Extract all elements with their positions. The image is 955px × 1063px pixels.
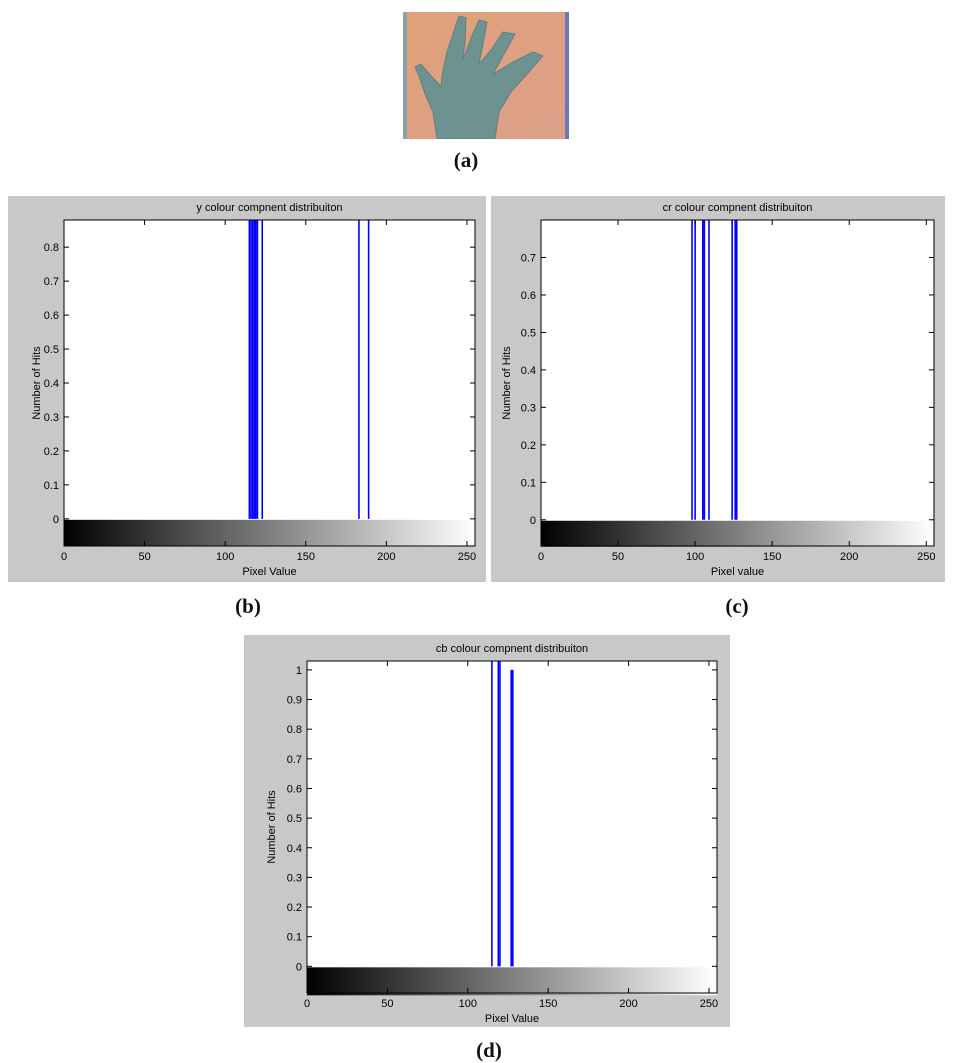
bars-group: [248, 220, 370, 519]
chart-title: cb colour compnent distribuiton: [436, 643, 588, 655]
grayscale-colorbar: [64, 519, 475, 546]
y-tick-label: 0: [53, 514, 59, 526]
x-axis-label: Pixel Value: [485, 1013, 539, 1025]
x-tick-label: 0: [304, 998, 310, 1010]
y-tick-label: 0.3: [521, 402, 536, 414]
x-tick-label: 250: [917, 551, 935, 563]
x-tick-label: 250: [700, 998, 718, 1010]
caption-d: (d): [476, 1038, 502, 1062]
y-axis-label: Number of Hits: [266, 790, 278, 864]
x-tick-label: 200: [377, 551, 395, 563]
y-tick-label: 0.1: [287, 932, 302, 944]
cr-distribution-chart: 0 50 100 150 200 250 0 0.1 0.2 0.3 0.4 0.5 0.6 0.7 cr …: [501, 202, 935, 578]
y-tick-label: 0.6: [521, 290, 536, 302]
photo-right-edge: [565, 12, 569, 139]
hand-photo-image: [403, 12, 569, 140]
y-tick-label: 0.2: [44, 446, 59, 458]
grayscale-colorbar: [541, 520, 934, 547]
grayscale-colorbar: [307, 967, 717, 996]
ticks-group: 0 50 100 150 200 250 0 0.1 0.2 0.3 0.4 0.5 0.6 0.7 0.8: [44, 220, 476, 563]
y-tick-label: 0.5: [44, 344, 59, 356]
x-tick-label: 150: [297, 551, 315, 563]
x-tick-label: 150: [539, 998, 557, 1010]
caption-b: (b): [235, 594, 261, 618]
chart-title: y colour compnent distribuiton: [196, 202, 342, 214]
y-tick-label: 0: [296, 961, 302, 973]
y-tick-label: 0.7: [521, 252, 536, 264]
chart-title: cr colour compnent distribuiton: [663, 202, 813, 214]
plot-area: [64, 220, 475, 546]
x-tick-label: 200: [840, 551, 858, 563]
y-tick-label: 0.7: [44, 276, 59, 288]
x-tick-label: 0: [538, 551, 544, 563]
plot-area: [307, 661, 717, 993]
y-tick-label: 0.3: [287, 872, 302, 884]
bars-group: [491, 661, 514, 967]
bars-group: [691, 220, 738, 520]
x-axis-label: Pixel value: [711, 566, 764, 578]
y-tick-label: 0.1: [44, 480, 59, 492]
y-tick-label: 0.8: [287, 724, 302, 736]
x-tick-label: 100: [216, 551, 234, 563]
ticks-group: 0 50 100 150 200 250 0 0.1 0.2 0.3 0.4 0.5 0.6 0.7: [521, 220, 935, 563]
figure-panel-d: 0 50 100 150 200 250 0 0.1 0.2 0.3 0.4 0.5 0.6 0.7 0.8…: [244, 635, 730, 1027]
x-axis-label: Pixel Value: [242, 566, 296, 578]
plot-frame: [540, 219, 935, 547]
y-tick-label: 0.1: [521, 477, 536, 489]
y-distribution-chart: 0 50 100 150 200 250 0 0.1 0.2 0.3 0.4 0.5 0.6 0.7 0.8…: [31, 202, 476, 578]
figure-panel-b: 0 50 100 150 200 250 0 0.1 0.2 0.3 0.4 0.5 0.6 0.7 0.8…: [8, 196, 486, 582]
x-tick-label: 200: [619, 998, 637, 1010]
x-tick-label: 100: [686, 551, 704, 563]
y-tick-label: 0.6: [287, 783, 302, 795]
hand-shape: [414, 15, 544, 140]
y-tick-label: 0.2: [287, 902, 302, 914]
y-tick-label: 0.4: [44, 378, 59, 390]
y-tick-label: 0.4: [521, 365, 536, 377]
x-tick-label: 50: [612, 551, 624, 563]
hand-photo: [403, 12, 569, 140]
y-axis-label: Number of Hits: [501, 346, 513, 420]
x-tick-label: 50: [138, 551, 150, 563]
y-tick-label: 0.5: [521, 327, 536, 339]
ticks-group: 0 50 100 150 200 250 0 0.1 0.2 0.3 0.4 0.5 0.6 0.7 0.8…: [287, 661, 718, 1010]
caption-c: (c): [725, 594, 749, 618]
y-tick-label: 0.8: [44, 242, 59, 254]
plot-frame: [306, 660, 718, 994]
cb-distribution-chart: 0 50 100 150 200 250 0 0.1 0.2 0.3 0.4 0.5 0.6 0.7 0.8…: [266, 643, 718, 1025]
y-axis-label: Number of Hits: [31, 346, 43, 420]
y-tick-label: 1: [296, 665, 302, 677]
x-tick-label: 50: [381, 998, 393, 1010]
y-tick-label: 0.5: [287, 813, 302, 825]
x-tick-label: 250: [458, 551, 476, 563]
y-tick-label: 0.6: [44, 310, 59, 322]
caption-a: (a): [453, 148, 479, 172]
y-tick-label: 0.7: [287, 754, 302, 766]
y-tick-label: 0.9: [287, 695, 302, 707]
photo-left-edge: [403, 12, 407, 139]
y-tick-label: 0.2: [521, 440, 536, 452]
y-tick-label: 0: [530, 515, 536, 527]
x-tick-label: 100: [459, 998, 477, 1010]
x-tick-label: 150: [763, 551, 781, 563]
figure-panel-c: 0 50 100 150 200 250 0 0.1 0.2 0.3 0.4 0.5 0.6 0.7 cr …: [491, 196, 945, 582]
x-tick-label: 0: [61, 551, 67, 563]
y-tick-label: 0.4: [287, 843, 302, 855]
y-tick-label: 0.3: [44, 412, 59, 424]
